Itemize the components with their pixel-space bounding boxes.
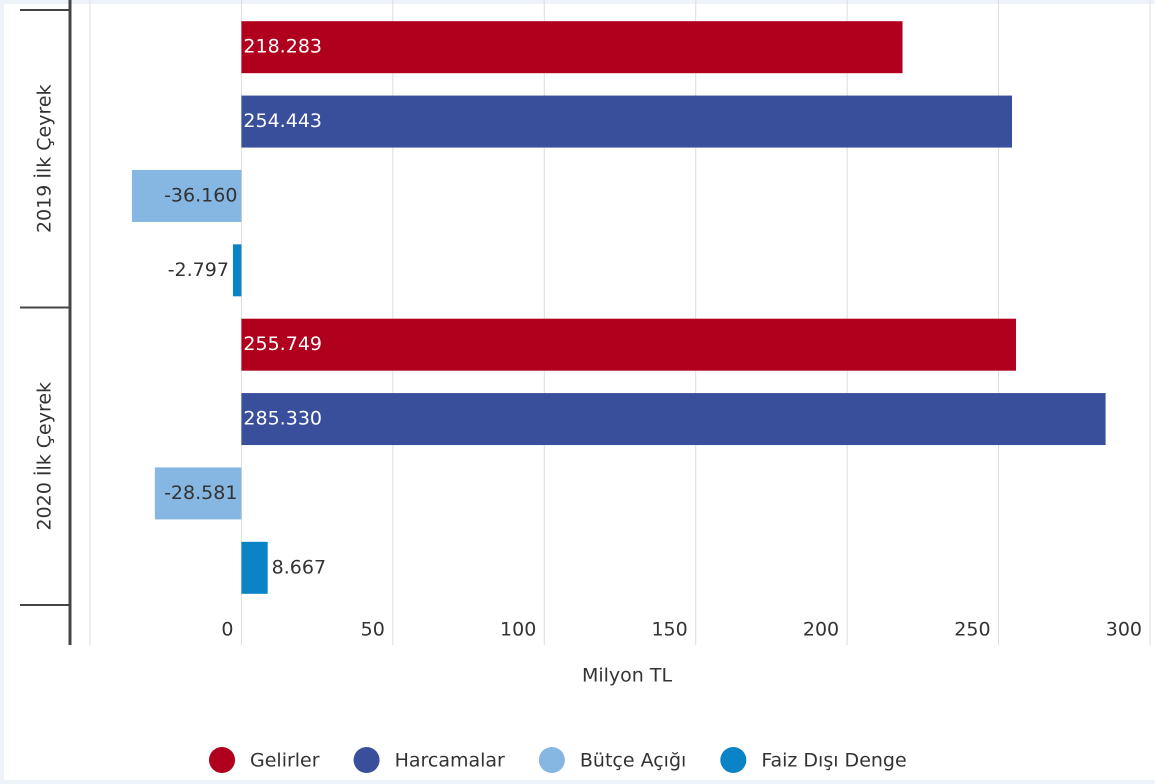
data-label: 254.443: [243, 110, 322, 132]
x-tick-label: 300: [1106, 619, 1142, 641]
bar: [232, 244, 242, 297]
legend-label: Bütçe Açığı: [580, 750, 686, 772]
data-label: -36.160: [164, 184, 237, 206]
x-tick-label: 200: [803, 619, 839, 641]
x-tick-label: 150: [651, 619, 687, 641]
data-label: 285.330: [243, 408, 322, 430]
bar: [241, 95, 1013, 148]
x-tick-label: 0: [221, 619, 233, 641]
bar: [241, 541, 268, 594]
bar: [241, 21, 903, 74]
data-label: 255.749: [243, 333, 322, 355]
data-label: 8.667: [272, 556, 326, 578]
legend-marker: [209, 747, 235, 773]
legend-marker: [538, 747, 565, 773]
legend-marker: [353, 747, 380, 773]
bar: [131, 169, 242, 222]
x-axis-title: Milyon TL: [582, 665, 673, 687]
data-label: 218.283: [243, 36, 322, 58]
bar: [241, 393, 1106, 446]
data-label: -2.797: [168, 259, 229, 281]
x-tick-label: 50: [361, 619, 385, 641]
bar: [154, 467, 242, 520]
bar: [241, 318, 1016, 371]
legend-label: Gelirler: [250, 750, 320, 772]
y-tick-label: 2019 İlk Çeyrek: [33, 84, 56, 233]
x-tick-label: 250: [954, 619, 990, 641]
y-tick-label: 2020 İlk Çeyrek: [33, 382, 56, 531]
legend-marker: [720, 747, 747, 773]
legend-label: Harcamalar: [395, 750, 505, 772]
legend-label: Faiz Dışı Denge: [761, 750, 906, 772]
x-tick-label: 100: [500, 619, 536, 641]
data-label: -28.581: [164, 482, 237, 504]
